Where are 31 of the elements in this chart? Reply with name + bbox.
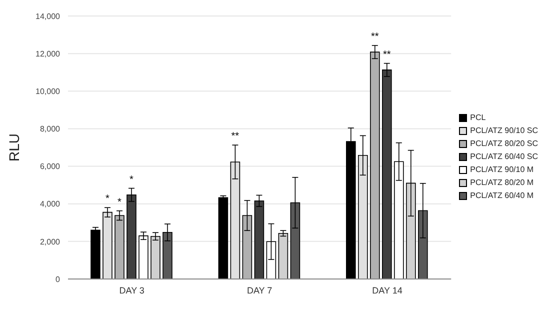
x-tick-label: DAY 3 xyxy=(119,285,144,296)
bar xyxy=(138,235,148,279)
legend-label: PCL/ATZ 60/40 M xyxy=(470,190,534,202)
data-label: ** xyxy=(231,131,240,142)
bar xyxy=(150,236,160,279)
data-label: ** xyxy=(370,31,379,42)
data-label: ** xyxy=(382,49,391,60)
legend-label: PCL/ATZ 80/20 SC xyxy=(470,138,538,150)
x-tick-label: DAY 7 xyxy=(246,285,272,296)
y-tick-label: 10,000 xyxy=(36,86,61,96)
bar xyxy=(218,197,228,279)
legend-label: PCL/ATZ 80/20 M xyxy=(470,177,534,189)
y-tick-label: 4,000 xyxy=(40,200,61,209)
y-tick-label: 2,000 xyxy=(40,237,61,246)
bar xyxy=(90,230,100,279)
data-label: * xyxy=(106,194,110,205)
legend-label: PCL/ATZ 60/40 SC xyxy=(470,151,538,163)
legend-label: PCL/ATZ 90/10 SC xyxy=(470,125,538,137)
x-tick-label: DAY 14 xyxy=(372,285,402,296)
y-tick-label: 6,000 xyxy=(40,162,61,172)
bar xyxy=(114,215,124,279)
y-tick-label: 0 xyxy=(56,274,61,284)
y-axis-title: RLU xyxy=(6,133,22,162)
y-tick-label: 8,000 xyxy=(40,124,61,134)
y-tick-label: 12,000 xyxy=(36,49,61,58)
legend-label: PCL xyxy=(470,112,486,124)
legend-label: PCL/ATZ 90/10 M xyxy=(470,164,534,176)
y-tick-label: 14,000 xyxy=(36,12,61,21)
data-label: * xyxy=(118,196,122,208)
data-label: * xyxy=(130,174,134,186)
bar xyxy=(278,232,288,279)
